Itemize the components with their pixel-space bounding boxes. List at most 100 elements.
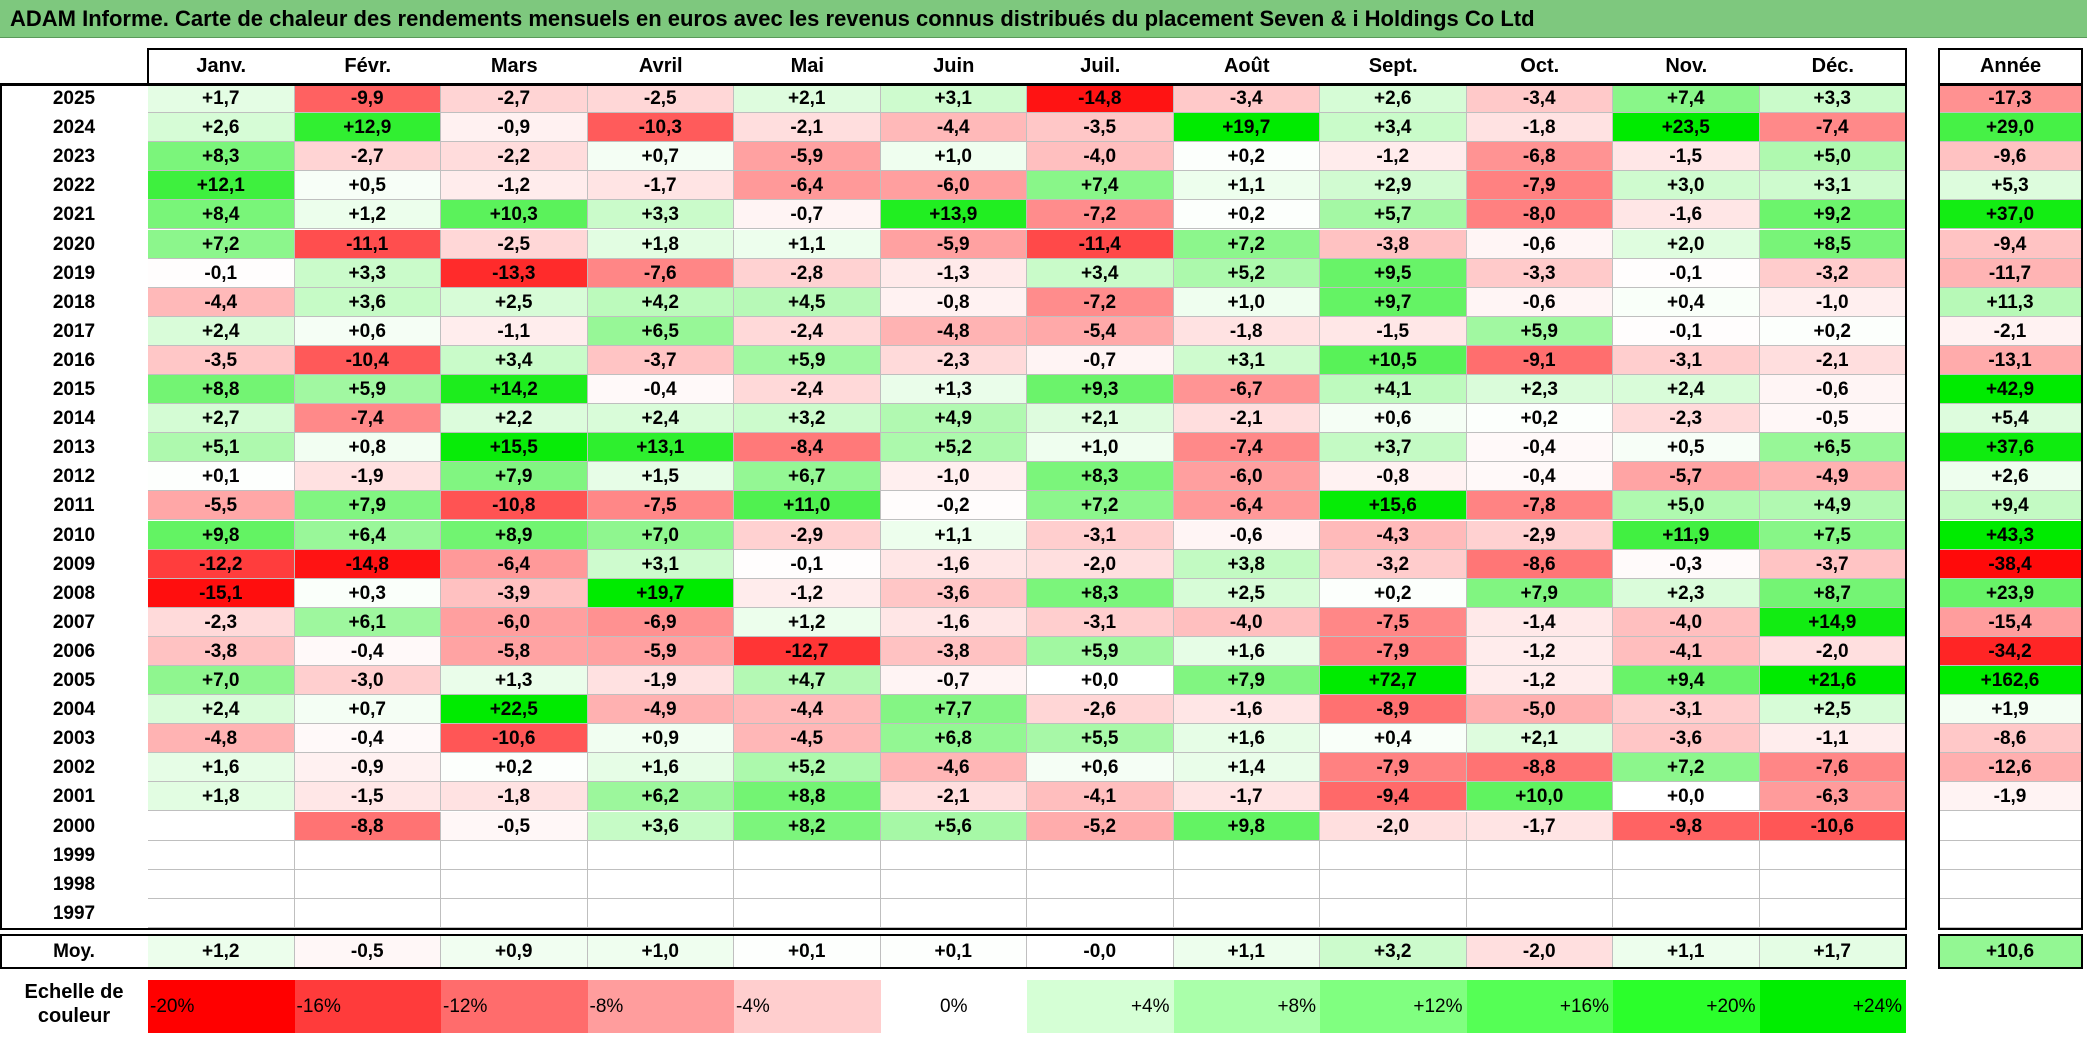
heatmap-cell bbox=[148, 811, 295, 841]
heatmap-cell bbox=[734, 869, 881, 899]
row-year-label: 2006 bbox=[52, 640, 96, 662]
heatmap-cell: -2,6 bbox=[1027, 695, 1174, 725]
heatmap-cell bbox=[1173, 840, 1320, 870]
heatmap-cell: +5,5 bbox=[1027, 724, 1174, 754]
heatmap-cell: -9,8 bbox=[1613, 811, 1760, 841]
heatmap-cell: +0,8 bbox=[294, 433, 441, 463]
row-year-label: 2023 bbox=[52, 146, 96, 168]
heatmap-cell: +7,2 bbox=[1027, 491, 1174, 521]
heatmap-cell: -4,0 bbox=[1027, 142, 1174, 172]
annual-cell: -15,4 bbox=[1939, 607, 2082, 637]
heatmap-cell: +14,2 bbox=[441, 375, 588, 405]
heatmap-cell: +2,6 bbox=[148, 113, 295, 143]
heatmap-cell: -3,6 bbox=[1613, 724, 1760, 754]
title-bar: ADAM Informe. Carte de chaleur des rende… bbox=[0, 0, 2087, 38]
heatmap-cell: -7,6 bbox=[587, 258, 734, 288]
row-year-label: 2016 bbox=[52, 349, 96, 371]
heatmap-cell: -3,5 bbox=[1027, 113, 1174, 143]
heatmap-cell: +0,3 bbox=[294, 578, 441, 608]
heatmap-cell: -6,0 bbox=[441, 607, 588, 637]
heatmap-cell: +8,4 bbox=[148, 200, 295, 230]
heatmap-cell: +7,9 bbox=[441, 462, 588, 492]
heatmap-cell: +2,7 bbox=[148, 404, 295, 434]
heatmap-cell bbox=[880, 898, 1027, 928]
color-scale-label-line2: couleur bbox=[37, 1005, 111, 1027]
heatmap-cell: -3,0 bbox=[294, 666, 441, 696]
heatmap-cell: +2,6 bbox=[1320, 84, 1467, 114]
heatmap-cell: -2,8 bbox=[734, 258, 881, 288]
heatmap-cell: -2,1 bbox=[1173, 404, 1320, 434]
heatmap-cell: +9,4 bbox=[1613, 666, 1760, 696]
column-header: Juil. bbox=[1080, 55, 1121, 77]
heatmap-cell: +1,3 bbox=[880, 375, 1027, 405]
heatmap-cell: -4,8 bbox=[148, 724, 295, 754]
heatmap-cell: -14,8 bbox=[294, 549, 441, 579]
annual-cell: -8,6 bbox=[1939, 724, 2082, 754]
heatmap-cell: +4,7 bbox=[734, 666, 881, 696]
average-cell: +0,1 bbox=[880, 935, 1027, 968]
heatmap-cell: +0,0 bbox=[1613, 782, 1760, 812]
heatmap-cell: -4,4 bbox=[880, 113, 1027, 143]
heatmap-cell: -9,4 bbox=[1320, 782, 1467, 812]
heatmap-cell: +7,2 bbox=[1173, 229, 1320, 259]
heatmap-cell bbox=[587, 840, 734, 870]
heatmap-cell: +7,2 bbox=[1613, 753, 1760, 783]
column-header: Nov. bbox=[1665, 55, 1708, 77]
heatmap-cell: +8,3 bbox=[1027, 578, 1174, 608]
heatmap-cell: -4,6 bbox=[880, 753, 1027, 783]
annual-cell: +29,0 bbox=[1939, 113, 2082, 143]
chart-title: ADAM Informe. Carte de chaleur des rende… bbox=[10, 6, 1535, 31]
heatmap-cell bbox=[880, 840, 1027, 870]
heatmap-cell: -6,8 bbox=[1466, 142, 1613, 172]
heatmap-cell: +1,1 bbox=[1173, 171, 1320, 201]
heatmap-cell: -3,9 bbox=[441, 578, 588, 608]
heatmap-cell: -7,5 bbox=[587, 491, 734, 521]
heatmap-cell: -0,9 bbox=[294, 753, 441, 783]
row-year-label: 2010 bbox=[52, 524, 96, 546]
average-annual-cell: +10,6 bbox=[1939, 935, 2082, 968]
annual-cell: +11,3 bbox=[1939, 287, 2082, 317]
heatmap-cell bbox=[294, 898, 441, 928]
heatmap-cell: -1,0 bbox=[880, 462, 1027, 492]
annual-cell: -17,3 bbox=[1939, 84, 2082, 114]
heatmap-cell: +3,4 bbox=[1027, 258, 1174, 288]
heatmap-cell: -13,3 bbox=[441, 258, 588, 288]
heatmap-cell bbox=[1759, 840, 1906, 870]
heatmap-cell: -7,9 bbox=[1466, 171, 1613, 201]
heatmap-cell: +7,0 bbox=[587, 520, 734, 550]
heatmap-cell: -0,5 bbox=[441, 811, 588, 841]
column-header: Févr. bbox=[344, 55, 392, 77]
heatmap-cell: +3,1 bbox=[1173, 345, 1320, 375]
heatmap-cell: +3,1 bbox=[1759, 171, 1906, 201]
heatmap-cell bbox=[1173, 898, 1320, 928]
heatmap-cell: -3,2 bbox=[1759, 258, 1906, 288]
heatmap-cell: +0,2 bbox=[1759, 316, 1906, 346]
heatmap-cell: -4,9 bbox=[1759, 462, 1906, 492]
row-year-label: 2009 bbox=[52, 553, 96, 575]
heatmap-cell: +7,4 bbox=[1027, 171, 1174, 201]
heatmap-cell: +2,3 bbox=[1613, 578, 1760, 608]
heatmap-cell: +10,5 bbox=[1320, 345, 1467, 375]
heatmap-cell: +8,3 bbox=[1027, 462, 1174, 492]
row-year-label: 1998 bbox=[52, 873, 96, 895]
heatmap-cell: -8,4 bbox=[734, 433, 881, 463]
heatmap-cell: -7,8 bbox=[1466, 491, 1613, 521]
column-header: Mai bbox=[790, 55, 824, 77]
heatmap-cell: +7,9 bbox=[1173, 666, 1320, 696]
heatmap-cell: -1,8 bbox=[1173, 316, 1320, 346]
heatmap-cell: -0,6 bbox=[1466, 287, 1613, 317]
heatmap-cell bbox=[1466, 869, 1613, 899]
heatmap-cell: +19,7 bbox=[1173, 113, 1320, 143]
heatmap-cell: +5,0 bbox=[1759, 142, 1906, 172]
heatmap-cell: -4,4 bbox=[148, 287, 295, 317]
row-year-label: 2001 bbox=[52, 786, 96, 808]
average-cell: +0,1 bbox=[734, 935, 881, 968]
heatmap-cell: -5,5 bbox=[148, 491, 295, 521]
heatmap-cell: -0,1 bbox=[1613, 316, 1760, 346]
heatmap-cell: -1,6 bbox=[1613, 200, 1760, 230]
color-scale-swatch: +4% bbox=[1027, 980, 1174, 1033]
heatmap-cell: -2,1 bbox=[1759, 345, 1906, 375]
heatmap-cell: -10,3 bbox=[587, 113, 734, 143]
heatmap-cell: -3,1 bbox=[1613, 345, 1760, 375]
heatmap-cell bbox=[294, 869, 441, 899]
